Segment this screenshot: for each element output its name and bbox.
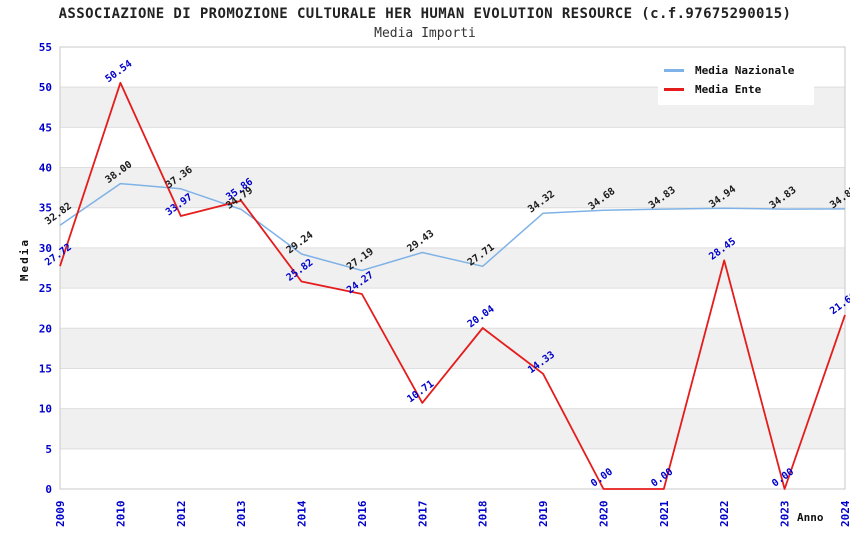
legend-label-media-ente: Media Ente — [695, 83, 762, 96]
chart-subtitle: Media Importi — [374, 26, 476, 41]
x-tick-label: 2022 — [718, 501, 731, 528]
x-tick-label: 2012 — [175, 501, 188, 528]
x-tick-label: 2010 — [114, 501, 127, 528]
plot-band — [60, 167, 845, 208]
data-label: 50.54 — [104, 58, 135, 85]
x-tick-label: 2016 — [356, 500, 369, 527]
x-tick-label: 2009 — [54, 501, 67, 528]
chart-line-media-nazionale — [59, 182, 846, 272]
legend-item-media-ente: Media Ente — [664, 80, 808, 99]
data-label: 21.66 — [828, 291, 850, 318]
x-tick-label: 2020 — [598, 501, 611, 528]
legend-swatch-media-ente — [664, 88, 684, 91]
x-tick-label: 2017 — [416, 501, 429, 528]
plot-band — [60, 247, 845, 289]
y-tick-label: 50 — [39, 81, 52, 94]
data-label: 20.04 — [466, 304, 497, 331]
chart-line-media-ente — [59, 81, 846, 490]
x-tick-label: 2014 — [296, 500, 309, 527]
plot-border — [59, 46, 846, 490]
y-tick-label: 25 — [39, 282, 52, 295]
y-tick-label: 35 — [39, 202, 52, 215]
plot-band — [60, 328, 845, 369]
y-tick-label: 55 — [39, 41, 52, 54]
legend-swatch-media-nazionale — [664, 69, 684, 72]
x-tick-label: 2018 — [477, 501, 490, 528]
x-tick-label: 2024 — [839, 500, 850, 527]
x-tick-label: 2023 — [779, 501, 792, 528]
y-tick-label: 20 — [39, 322, 52, 335]
y-tick-label: 15 — [39, 362, 52, 375]
plot-band — [60, 408, 845, 449]
y-tick-label: 5 — [45, 443, 52, 456]
x-tick-label: 2013 — [235, 501, 248, 528]
x-tick-label: 2019 — [537, 501, 550, 528]
legend-label-media-nazionale: Media Nazionale — [695, 64, 795, 77]
chart-legend: Media Nazionale Media Ente — [658, 56, 814, 105]
x-tick-label: 2021 — [658, 500, 671, 527]
y-tick-label: 0 — [45, 483, 52, 496]
legend-item-media-nazionale: Media Nazionale — [664, 61, 808, 80]
x-axis-title: Anno — [797, 511, 824, 524]
data-label: 0.00 — [649, 466, 675, 489]
y-tick-label: 45 — [39, 121, 52, 134]
y-tick-label: 40 — [39, 162, 52, 175]
chart-title: ASSOCIAZIONE DI PROMOZIONE CULTURALE HER… — [58, 6, 792, 22]
y-tick-label: 10 — [39, 403, 52, 416]
y-axis-title: Media — [18, 238, 31, 282]
y-tick-label: 30 — [39, 242, 52, 255]
